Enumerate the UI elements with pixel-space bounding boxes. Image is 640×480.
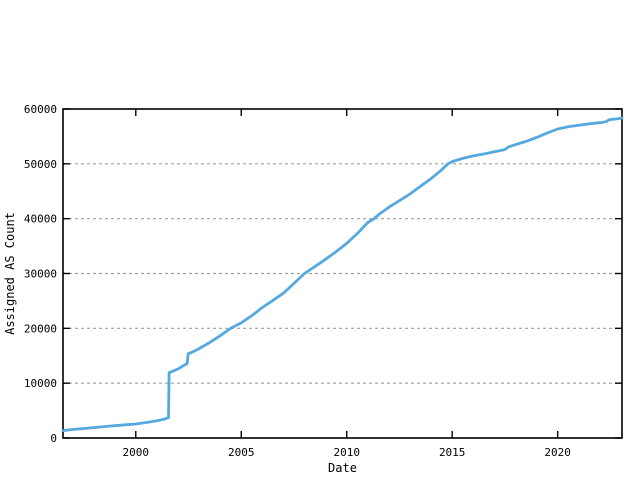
- plot-border: [62, 108, 623, 439]
- x-axis-title: Date: [328, 461, 357, 475]
- y-tick-label: 30000: [24, 268, 57, 281]
- x-tick-label: 2005: [228, 446, 255, 459]
- y-tick-label: 40000: [24, 213, 57, 226]
- y-axis-title: Assigned AS Count: [3, 212, 17, 335]
- x-tick-label: 2020: [544, 446, 571, 459]
- y-tick-label: 50000: [24, 158, 57, 171]
- gridlines: [63, 163, 622, 384]
- series-line-assigned-as-count: [61, 116, 624, 433]
- y-tick-label: 0: [50, 432, 57, 445]
- y-tick-label: 20000: [24, 322, 57, 335]
- tick-labels: 0 10000 20000 30000 40000 50000 60000 2000 2005 2…: [24, 103, 571, 459]
- y-tick-label: 60000: [24, 103, 57, 116]
- x-tick-label: 2000: [123, 446, 150, 459]
- x-tick-label: 2010: [333, 446, 360, 459]
- x-tick-label: 2015: [439, 446, 466, 459]
- y-tick-label: 10000: [24, 377, 57, 390]
